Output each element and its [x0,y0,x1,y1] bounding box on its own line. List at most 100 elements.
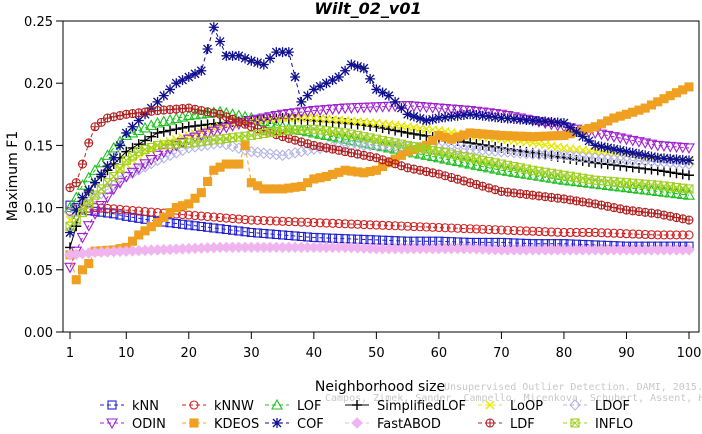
data-point [359,219,369,230]
data-point [276,149,289,162]
data-point [157,147,170,159]
data-point [83,185,94,196]
data-point [565,195,575,205]
data-point [521,226,531,236]
data-point [603,228,613,238]
legend-label: COF [297,417,324,432]
data-point [465,109,476,120]
data-point [252,57,263,68]
data-point [146,207,156,217]
legend-label: kNN [132,399,159,414]
data-point [283,47,294,58]
data-point [334,218,344,229]
data-point [227,50,238,61]
data-point [320,105,333,116]
data-point [84,138,94,148]
data-point [646,230,657,240]
data-point [95,200,108,212]
data-point [77,208,88,218]
data-point [303,232,313,242]
data-point [246,227,256,238]
data-point [328,218,338,228]
data-point [177,219,188,229]
data-point [402,109,413,120]
data-point [352,61,363,72]
data-point [490,225,500,235]
data-point [89,164,101,175]
data-point [577,131,588,142]
data-point [365,73,376,84]
data-point [296,231,306,242]
data-point [640,229,650,240]
data-point [240,227,250,237]
data-point [177,122,188,133]
data-point [309,217,319,228]
data-point [127,212,138,222]
data-point [277,47,288,58]
data-point [165,125,176,136]
data-point [96,169,107,180]
data-point [278,216,288,226]
data-point [683,244,695,256]
data-point [71,221,82,232]
data-point [340,65,351,76]
data-point [521,115,532,126]
data-point [383,124,394,135]
data-point [171,124,182,135]
data-point [228,213,238,224]
data-point [221,213,231,223]
data-point [290,231,300,241]
data-point [596,228,607,238]
data-point [152,96,163,107]
legend-label: SimplifiedLOF [377,399,466,414]
data-point [527,115,538,126]
data-point [107,400,117,410]
data-point [415,113,426,124]
data-point [333,71,344,82]
data-point [220,122,233,134]
data-point [340,219,350,229]
data-point [165,84,176,95]
data-point [396,221,406,231]
data-point [196,65,207,76]
data-point [415,129,426,140]
data-point [152,127,163,138]
data-point [451,105,464,116]
legend-item-knn: kNN [100,399,159,414]
data-point [684,215,694,225]
data-point [440,112,451,123]
data-point [140,135,151,146]
data-point [289,108,302,119]
data-point [415,165,425,175]
data-point [484,224,494,235]
data-point [665,230,675,240]
data-point [257,113,270,125]
data-point [276,109,289,121]
data-point [571,126,582,137]
data-point [215,36,226,47]
data-point [203,222,213,232]
legend-label: FastABOD [377,417,441,432]
data-point [234,226,244,236]
data-point [271,216,281,226]
data-point [658,166,669,177]
x-tick-label: 50 [368,346,385,361]
data-point [390,221,400,231]
data-point [346,219,356,229]
data-point [684,155,694,166]
data-point [121,127,132,138]
data-point [440,223,450,233]
data-point [90,177,101,188]
data-point [640,150,651,161]
data-point [202,119,213,130]
data-point [90,122,100,132]
data-point [634,229,644,239]
data-point [253,228,263,238]
data-point [203,176,213,187]
data-point [558,118,569,129]
data-point [228,225,238,235]
data-point [534,226,544,237]
data-point [521,189,531,199]
data-point [215,224,225,234]
data-point [64,262,76,274]
